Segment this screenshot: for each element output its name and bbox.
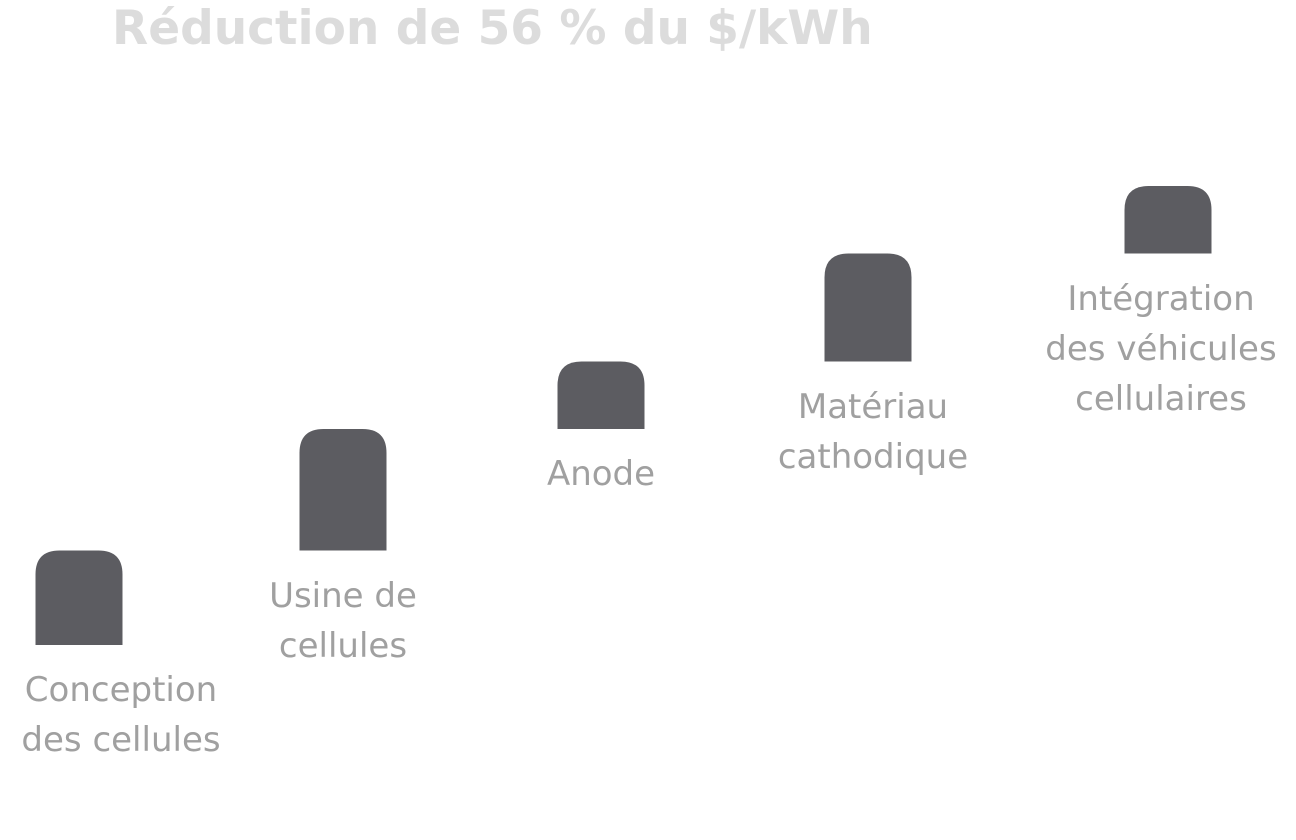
category-label-line: Usine de [269,575,417,616]
category-label-line: Matériau [797,386,949,427]
category-label-line: Intégration [1067,278,1255,319]
waterfall-bar [1124,186,1212,254]
category-label: Usine de cellules [193,571,493,671]
category-label: Conception des cellules [0,665,271,765]
waterfall-bar [35,550,123,645]
category-label-line: cellules [278,625,408,666]
category-label: Matériau cathodique [723,382,1023,482]
waterfall-bar [299,429,387,551]
chart-title: Réduction de 56 % du $/kWh [112,1,873,56]
category-label-line: des véhicules [1045,328,1277,369]
category-label-line: Anode [546,454,656,494]
waterfall-bar [557,361,645,429]
category-label: Anode [451,449,751,499]
category-label-line: des cellules [21,720,221,760]
category-label-line: cellulaires [1075,378,1247,419]
waterfall-bar [824,253,912,362]
category-label: Intégration des véhicules cellulaires [1011,274,1296,424]
category-label-line: cathodique [777,436,969,477]
category-label-line: Conception [24,670,218,710]
